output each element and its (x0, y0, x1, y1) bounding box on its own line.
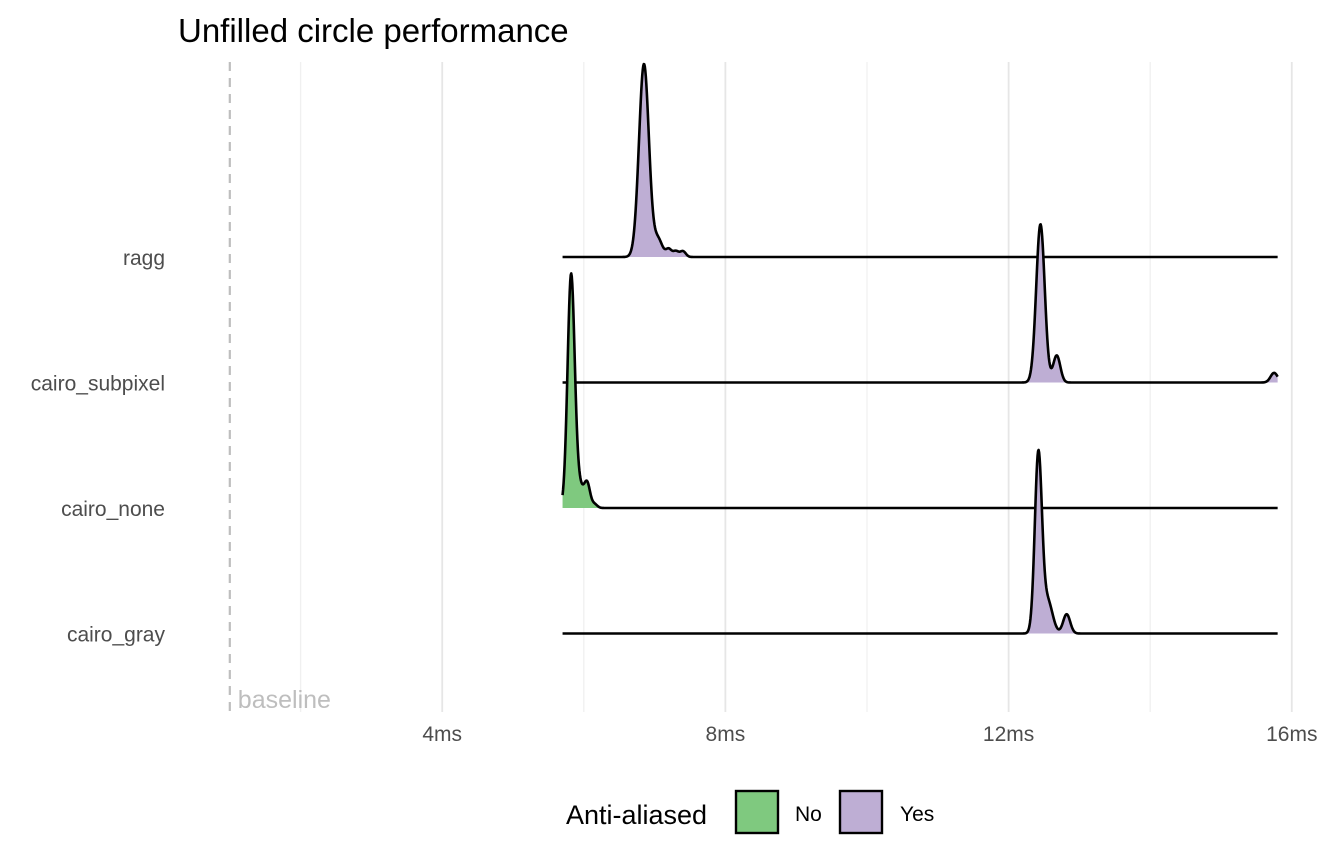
grid-lines (299, 62, 1293, 712)
density-ridges (561, 62, 1279, 635)
ridge-fill (562, 64, 1278, 257)
y-label-cairo_none: cairo_none (61, 498, 165, 521)
y-axis-labels: ragg cairo_subpixel cairo_none cairo_gray (31, 247, 166, 647)
y-label-cairo_subpixel: cairo_subpixel (31, 373, 165, 396)
baseline-marker: baseline (228, 62, 331, 714)
x-axis-labels: 4ms 8ms 12ms 16ms (422, 723, 1317, 746)
legend-label-yes: Yes (900, 803, 934, 826)
legend-title: Anti-aliased (566, 800, 707, 830)
ridge-ragg (561, 62, 1279, 259)
x-tick-label: 16ms (1266, 723, 1317, 746)
x-tick-label: 12ms (983, 723, 1034, 746)
x-tick-label: 8ms (706, 723, 746, 746)
ridge-cairo_gray (561, 448, 1279, 635)
ridge-fill (562, 449, 1278, 634)
ridge-fill (562, 273, 1278, 508)
legend: Anti-aliased No Yes (566, 789, 934, 835)
ridge-outline (561, 272, 1279, 510)
ridge-outline (561, 448, 1279, 635)
ridge-cairo_none (561, 272, 1279, 510)
legend-key-no (734, 789, 780, 835)
legend-label-no: No (795, 803, 822, 826)
chart-title: Unfilled circle performance (178, 12, 569, 49)
ridge-cairo_subpixel (561, 223, 1279, 384)
ridge-outline (561, 62, 1279, 259)
legend-key-yes (838, 789, 884, 835)
ridge-outline (561, 223, 1279, 384)
baseline-label: baseline (238, 686, 331, 714)
y-label-cairo_gray: cairo_gray (67, 624, 166, 647)
x-tick-label: 4ms (422, 723, 462, 746)
y-label-ragg: ragg (123, 247, 165, 270)
